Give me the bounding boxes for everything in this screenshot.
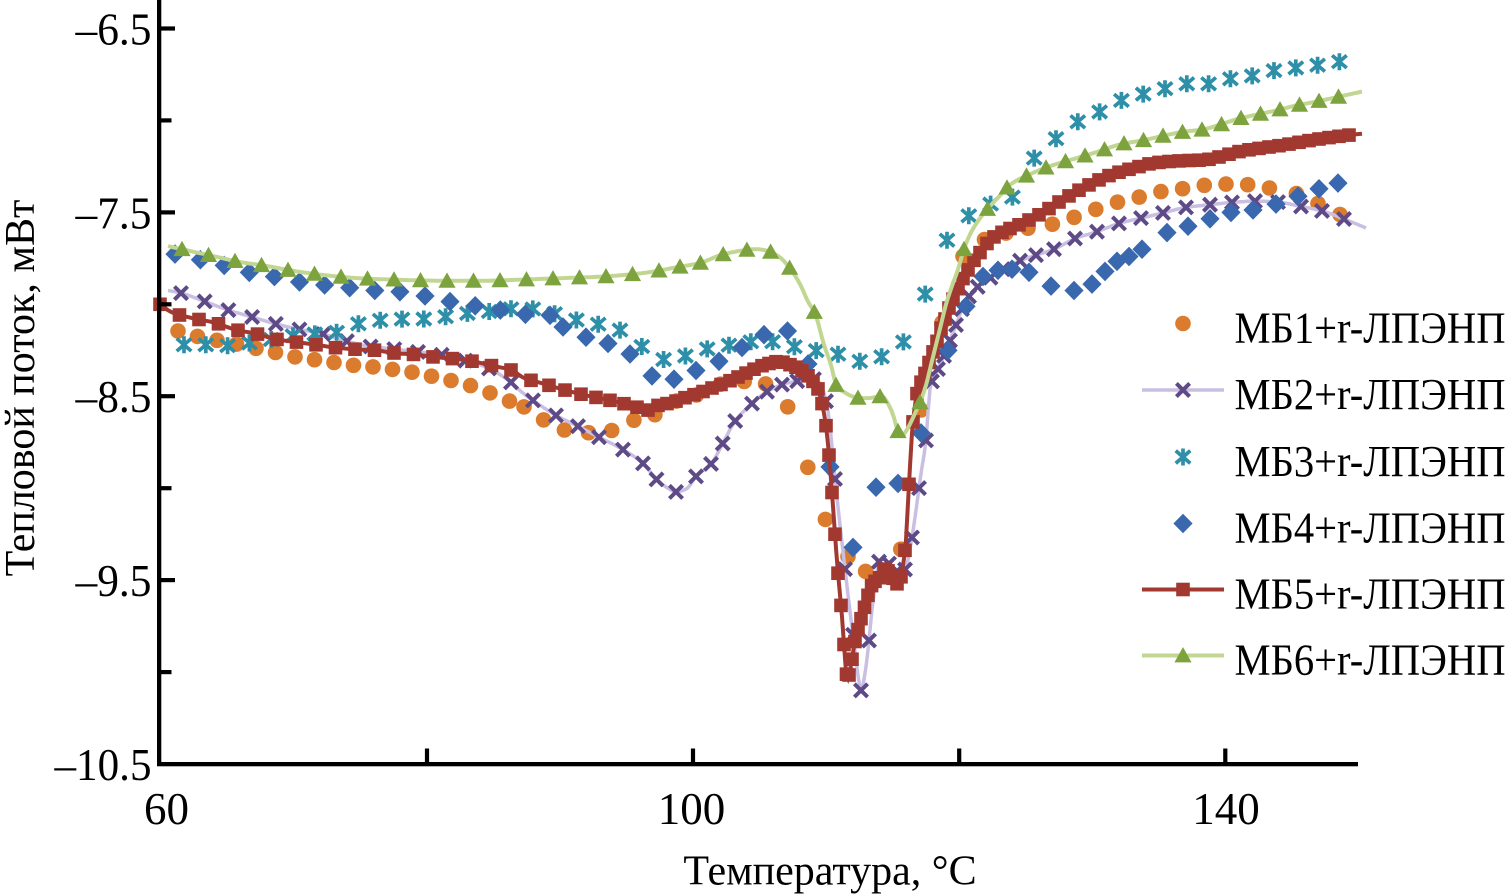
- svg-text:МБ2+r-ЛПЭНП: МБ2+r-ЛПЭНП: [1235, 370, 1506, 419]
- svg-text:Температура, °C: Температура, °C: [683, 849, 976, 895]
- svg-text:–6.5: –6.5: [75, 5, 152, 55]
- svg-text:МБ4+r-ЛПЭНП: МБ4+r-ЛПЭНП: [1235, 504, 1506, 553]
- svg-text:Тепловой поток, мВт: Тепловой поток, мВт: [0, 200, 44, 577]
- svg-text:МБ6+r-ЛПЭНП: МБ6+r-ЛПЭНП: [1235, 636, 1506, 685]
- svg-text:МБ3+r-ЛПЭНП: МБ3+r-ЛПЭНП: [1235, 437, 1506, 486]
- svg-text:–9.5: –9.5: [75, 556, 152, 606]
- svg-text:МБ5+r-ЛПЭНП: МБ5+r-ЛПЭНП: [1235, 570, 1506, 619]
- svg-text:–7.5: –7.5: [75, 188, 152, 238]
- svg-text:–8.5: –8.5: [75, 372, 152, 422]
- svg-text:140: 140: [1192, 784, 1260, 834]
- svg-text:–10.5: –10.5: [54, 740, 152, 790]
- svg-text:100: 100: [658, 784, 726, 834]
- svg-text:60: 60: [144, 784, 189, 834]
- svg-text:МБ1+r-ЛПЭНП: МБ1+r-ЛПЭНП: [1235, 304, 1506, 353]
